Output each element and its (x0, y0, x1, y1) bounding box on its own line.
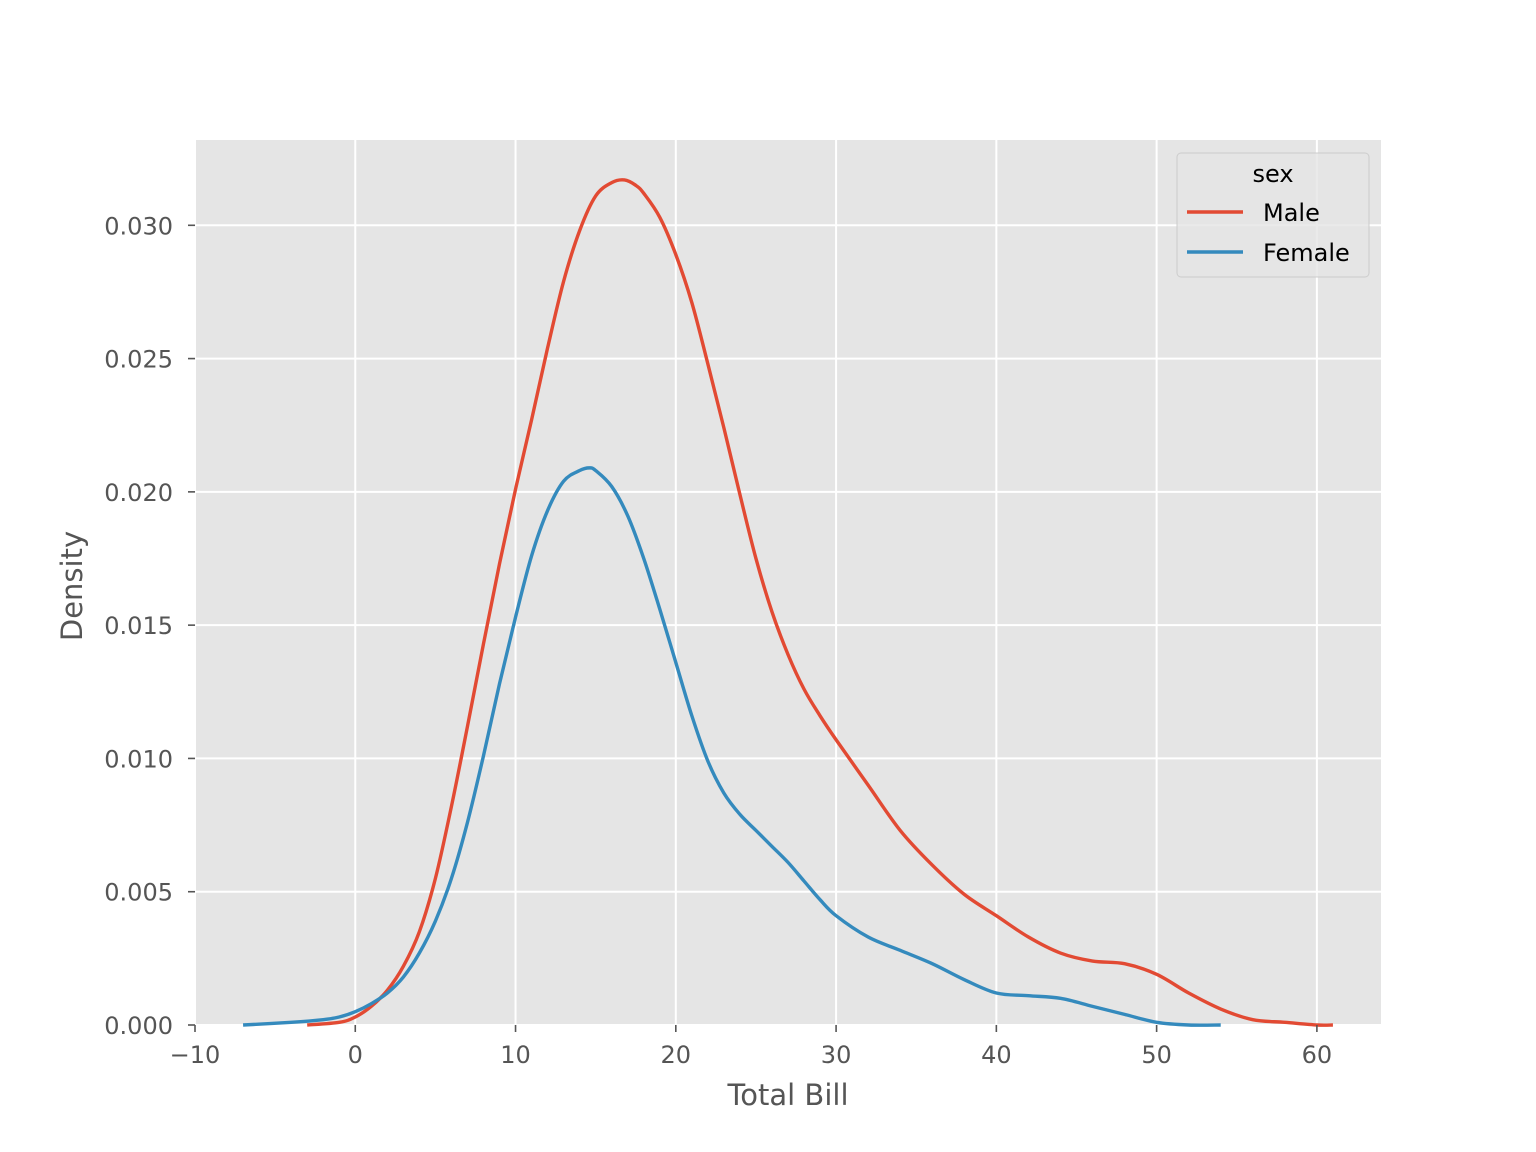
legend: sex Male Female (1176, 152, 1370, 278)
y-tick-label: 0.030 (104, 212, 173, 240)
legend-frame (1176, 152, 1370, 278)
plot-area (195, 140, 1381, 1025)
series-group (242, 178, 1333, 1027)
y-tick-label: 0.010 (104, 745, 173, 773)
x-axis-label: Total Bill (726, 1078, 848, 1112)
legend-label-female: Female (1263, 239, 1350, 267)
legend-label-male: Male (1263, 199, 1320, 227)
x-tick-label: 0 (348, 1041, 363, 1069)
series-line-male (307, 178, 1333, 1027)
x-tick-label: 50 (1141, 1041, 1172, 1069)
y-tick-label: 0.000 (104, 1012, 173, 1040)
grid (194, 140, 1381, 1026)
y-tick-label: 0.015 (104, 612, 173, 640)
y-axis: 0.000 0.005 0.010 0.015 0.020 0.025 0.030 (104, 212, 195, 1040)
x-tick-label: 60 (1302, 1041, 1333, 1069)
x-tick-label: 40 (981, 1041, 1012, 1069)
y-tick-label: 0.005 (104, 879, 173, 907)
x-axis: −10 0 10 20 30 40 50 60 (170, 1025, 1332, 1069)
y-tick-label: 0.025 (104, 346, 173, 374)
y-axis-label: Density (55, 531, 89, 641)
legend-title: sex (1252, 160, 1293, 188)
x-tick-label: 20 (661, 1041, 692, 1069)
x-tick-label: 10 (500, 1041, 531, 1069)
y-tick-label: 0.020 (104, 479, 173, 507)
x-tick-label: −10 (170, 1041, 221, 1069)
x-tick-label: 30 (821, 1041, 852, 1069)
series-line-female (242, 466, 1221, 1027)
